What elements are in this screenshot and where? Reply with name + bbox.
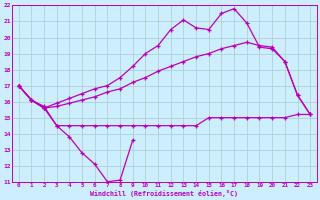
X-axis label: Windchill (Refroidissement éolien,°C): Windchill (Refroidissement éolien,°C) bbox=[91, 190, 238, 197]
